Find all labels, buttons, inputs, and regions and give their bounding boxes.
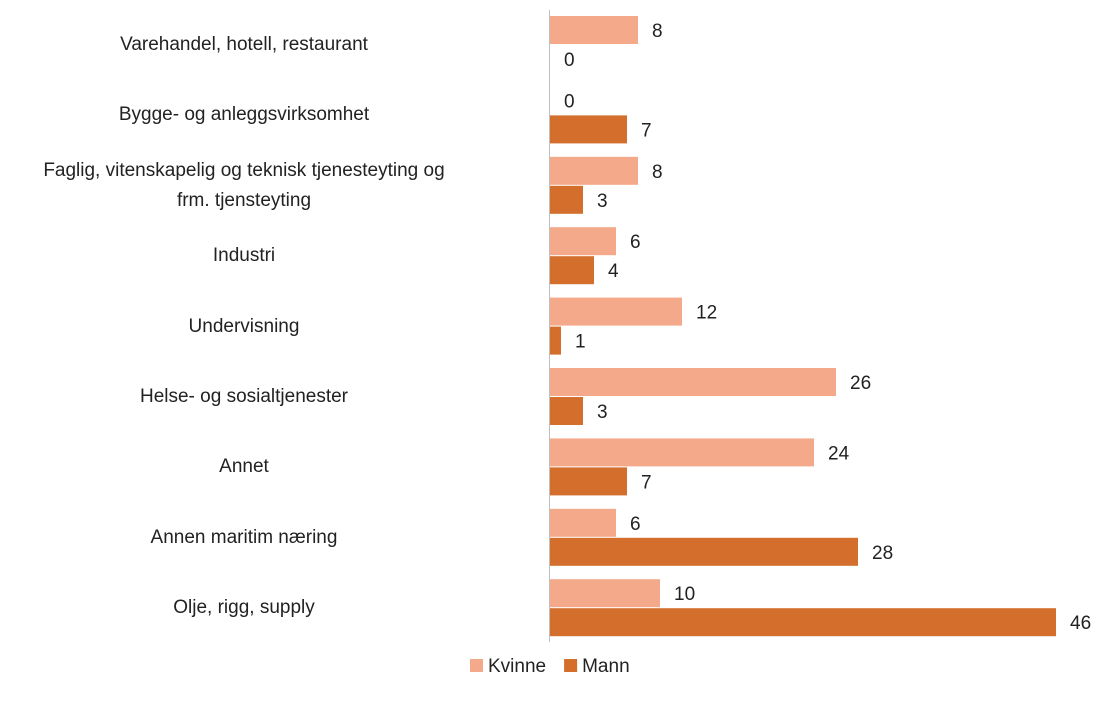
legend-swatch [470, 659, 483, 672]
bar [550, 608, 1056, 637]
bar [550, 368, 836, 396]
category-label: Industri [212, 245, 276, 267]
bar [550, 326, 561, 355]
data-label: 6 [630, 232, 641, 253]
data-label: 3 [597, 191, 608, 212]
category-label: Annet [219, 456, 269, 478]
category-label: Helse- og sosialtjenester [139, 386, 349, 407]
bar [550, 508, 616, 537]
bar [550, 185, 583, 214]
bar [550, 297, 682, 326]
data-label: 7 [641, 472, 652, 493]
data-label: 46 [1070, 613, 1091, 634]
legend-label: Mann [582, 656, 630, 677]
legend-swatch [564, 659, 578, 672]
bar [550, 438, 814, 467]
bar [550, 115, 627, 144]
category-label: Annen maritim næring [150, 526, 338, 548]
category-label: Bygge- og anleggsvirksomhet [118, 104, 370, 126]
legend-label: Kvinne [488, 656, 546, 677]
bar [550, 16, 638, 44]
data-label: 6 [630, 514, 641, 535]
bar [550, 227, 616, 256]
data-label: 10 [674, 584, 695, 605]
bar [550, 467, 627, 496]
data-label: 0 [564, 91, 575, 112]
data-label: 1 [575, 332, 586, 353]
data-label: 8 [652, 21, 663, 42]
data-label: 4 [608, 261, 619, 282]
data-label: 26 [850, 373, 871, 394]
data-label: 0 [564, 50, 575, 71]
bar [550, 397, 583, 425]
bar [550, 256, 594, 285]
data-label: 7 [641, 120, 652, 141]
data-label: 8 [652, 162, 663, 183]
bar [550, 537, 858, 566]
category-label: Olje, rigg, supply [173, 597, 315, 619]
category-label: Varehandel, hotell, restaurant [120, 34, 368, 55]
bar [550, 156, 638, 185]
data-label: 24 [828, 443, 850, 464]
data-label: 3 [597, 402, 608, 423]
category-label: Undervisning [188, 315, 300, 337]
category-label: Faglig, vitenskapelig og teknisk tjenest… [43, 159, 445, 211]
bar [550, 579, 660, 608]
data-label: 12 [696, 303, 717, 324]
data-label: 28 [872, 543, 893, 564]
